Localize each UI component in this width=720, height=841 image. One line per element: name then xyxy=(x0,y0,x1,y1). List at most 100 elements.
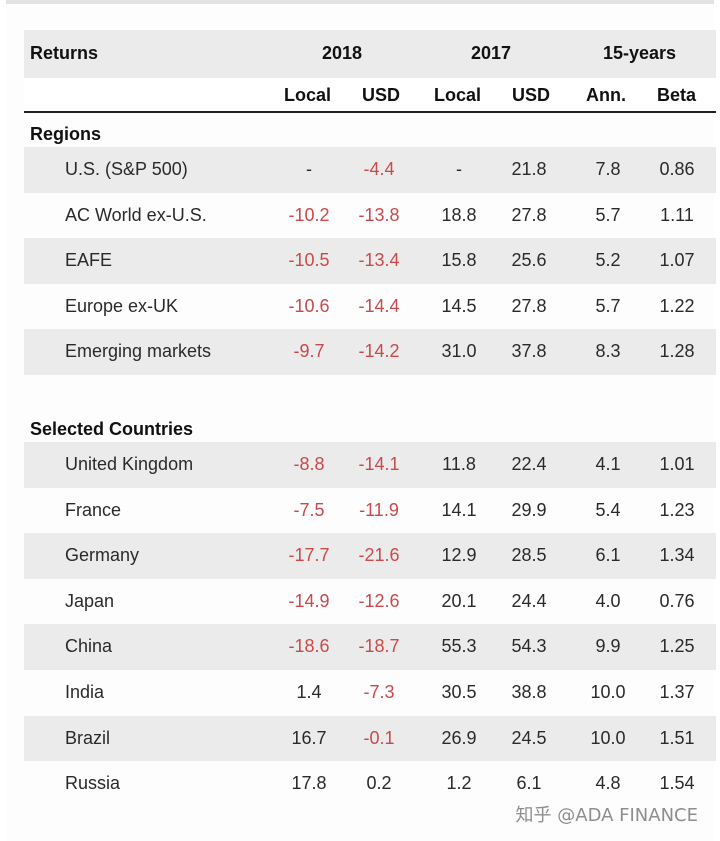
table-cell: 6.1 xyxy=(595,545,621,566)
table-cell: 0.2 xyxy=(366,773,392,794)
table-row: Germany -17.7 -21.6 12.9 28.5 6.1 1.34 xyxy=(24,533,716,579)
table-cell: 1.37 xyxy=(659,681,695,702)
table-cell: 38.8 xyxy=(511,681,547,702)
watermark: 知乎 @ADA FINANCE xyxy=(515,805,698,826)
col-2017-local: Local xyxy=(434,85,482,105)
table-row: Japan -14.9 -12.6 20.1 24.4 4.0 0.76 xyxy=(24,579,716,625)
section-label-text: Selected Countries xyxy=(30,418,194,439)
table-cell: 31.0 xyxy=(441,341,477,362)
row-name: U.S. (S&P 500) xyxy=(65,159,188,179)
table-cell: 24.5 xyxy=(511,727,547,748)
table-cell: 5.4 xyxy=(595,499,621,520)
table-row: Emerging markets -9.7 -14.2 31.0 37.8 8.3 1.28 xyxy=(24,329,716,375)
table-cell: 9.9 xyxy=(595,636,621,657)
table-cell: 16.7 xyxy=(291,727,327,748)
table-cell: 1.2 xyxy=(446,773,472,794)
table-cell: 24.4 xyxy=(511,590,547,611)
table-cell: - xyxy=(306,159,312,179)
row-name: China xyxy=(65,636,113,657)
table-cell: 14.5 xyxy=(441,295,477,316)
table-cell: 6.1 xyxy=(516,773,542,794)
table-cell: -18.7 xyxy=(358,636,400,657)
table-cell: 1.51 xyxy=(659,727,695,748)
table-cell: 27.8 xyxy=(511,204,547,225)
table-cell: 5.7 xyxy=(595,295,621,316)
table-cell: -9.7 xyxy=(293,341,325,362)
table-cell: 30.5 xyxy=(441,681,477,702)
col-15y-ann: Ann. xyxy=(586,85,626,105)
table-cell: 27.8 xyxy=(511,295,547,316)
table-cell: -21.6 xyxy=(358,545,400,566)
table-body: Regions U.S. (S&P 500) - -4.4 - 21.8 7.8 0.86 AC… xyxy=(24,113,716,807)
table-cell: -13.4 xyxy=(358,250,400,271)
table-cell: 1.22 xyxy=(659,295,695,316)
table-cell: 12.9 xyxy=(441,545,477,566)
table-cell: 1.11 xyxy=(660,204,694,225)
table-cell: -4.4 xyxy=(363,159,395,179)
section-label: Selected Countries xyxy=(24,408,716,442)
table-cell: 11.8 xyxy=(442,453,476,474)
row-name: Russia xyxy=(65,773,121,794)
table-row: France -7.5 -11.9 14.1 29.9 5.4 1.23 xyxy=(24,488,716,534)
table-cell: -13.8 xyxy=(358,204,400,225)
table-cell: 5.2 xyxy=(595,250,621,271)
row-name: Japan xyxy=(65,590,115,611)
table-row: EAFE -10.5 -13.4 15.8 25.6 5.2 1.07 xyxy=(24,238,716,284)
section-label-text: Regions xyxy=(30,124,102,144)
table-cell: 0.86 xyxy=(659,159,695,179)
table-cell: 54.3 xyxy=(511,636,547,657)
page-frame: Returns 2018 2017 15-years Local USD Loc… xyxy=(6,0,716,841)
table-cell: -11.9 xyxy=(359,499,399,520)
table-cell: 1.01 xyxy=(659,453,695,474)
table-cell: 1.34 xyxy=(659,545,695,566)
table-cell: 37.8 xyxy=(511,341,547,362)
table-cell: -10.5 xyxy=(288,250,330,271)
table-title: Returns xyxy=(30,43,99,63)
row-name: EAFE xyxy=(65,250,113,271)
table-cell: 14.1 xyxy=(441,499,477,520)
section-gap xyxy=(24,375,716,408)
table-cell: - xyxy=(456,159,462,179)
table-cell: 1.4 xyxy=(296,681,322,702)
table-cell: 21.8 xyxy=(511,159,547,179)
row-name: Emerging markets xyxy=(65,341,212,362)
table-cell: 22.4 xyxy=(511,453,547,474)
group-2018-label: 2018 xyxy=(322,43,363,63)
table-cell: -14.9 xyxy=(288,590,330,611)
table-cell: 1.54 xyxy=(659,773,695,794)
row-name: India xyxy=(65,681,105,702)
row-name: AC World ex-U.S. xyxy=(65,204,207,225)
table-cell: -14.2 xyxy=(358,341,400,362)
table-cell: 20.1 xyxy=(441,590,477,611)
table-cell: -17.7 xyxy=(288,545,330,566)
table-cell: 7.8 xyxy=(595,159,621,179)
table-cell: -18.6 xyxy=(288,636,330,657)
group-2017-label: 2017 xyxy=(471,43,512,63)
header-row-groups: Returns 2018 2017 15-years xyxy=(24,30,716,78)
table-cell: -10.6 xyxy=(288,295,330,316)
table-row: Brazil 16.7 -0.1 26.9 24.5 10.0 1.51 xyxy=(24,715,716,762)
table-cell: 18.8 xyxy=(441,204,477,225)
table-row: United Kingdom -8.8 -14.1 11.8 22.4 4.1 1.01 xyxy=(24,441,716,488)
row-name: Europe ex-UK xyxy=(65,295,179,316)
table-cell: 1.23 xyxy=(659,499,695,520)
header-row-columns: Local USD Local USD Ann. Beta xyxy=(24,78,716,113)
table-cell: -10.2 xyxy=(288,204,330,225)
table-cell: 26.9 xyxy=(441,727,477,748)
table-cell: -8.8 xyxy=(293,453,325,474)
table-cell: 10.0 xyxy=(590,681,626,702)
table-cell: 15.8 xyxy=(441,250,477,271)
col-2018-usd: USD xyxy=(362,85,401,105)
table-cell: 4.0 xyxy=(595,590,621,611)
row-name: Germany xyxy=(65,545,140,566)
table-cell: 8.3 xyxy=(595,341,621,362)
col-2018-local: Local xyxy=(284,85,332,105)
table-cell: -12.6 xyxy=(358,590,400,611)
row-name: Brazil xyxy=(65,727,111,748)
table-cell: -14.4 xyxy=(358,295,400,316)
table-row: Russia 17.8 0.2 1.2 6.1 4.8 1.54 xyxy=(24,761,716,807)
table-cell: -7.3 xyxy=(363,681,395,702)
table-cell: 1.25 xyxy=(659,636,695,657)
group-15y-label: 15-years xyxy=(603,43,677,63)
table-cell: 4.1 xyxy=(595,453,621,474)
